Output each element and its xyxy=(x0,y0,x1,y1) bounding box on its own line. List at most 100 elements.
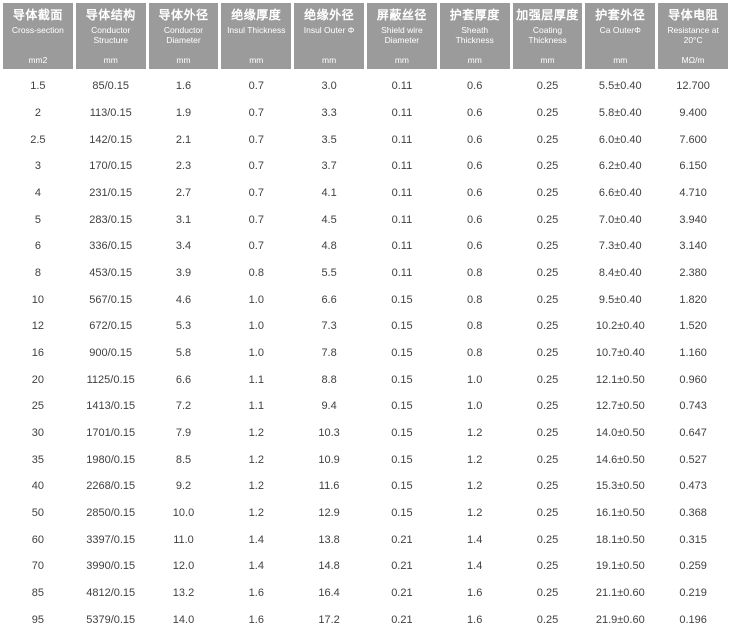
table-cell: 3.1 xyxy=(175,213,192,226)
table-cell: 7.8 xyxy=(321,347,337,360)
table-cell: 1.1 xyxy=(248,400,264,413)
table-cell: 1.6 xyxy=(175,80,192,93)
table-cell: 283/0.15 xyxy=(89,213,133,226)
table-cell: 21.9±0.60 xyxy=(595,613,645,626)
table-cell: 0.25 xyxy=(536,80,559,93)
table-cell: 1.2 xyxy=(248,507,264,520)
table-cell: 1.2 xyxy=(467,427,483,440)
table-cell: 900/0.15 xyxy=(89,347,133,360)
table-cell: 0.8 xyxy=(467,293,483,306)
table-cell: 17.2 xyxy=(318,613,340,626)
table-cell: 1980/0.15 xyxy=(86,453,136,466)
table-cell: 0.743 xyxy=(679,400,707,413)
table-cell: 70 xyxy=(31,560,45,573)
table-cell: 0.25 xyxy=(536,427,559,440)
table-cell: 0.7 xyxy=(248,213,264,226)
table-cell: 1.0 xyxy=(248,293,264,306)
table-cell: 0.15 xyxy=(391,347,413,360)
table-cell: 0.11 xyxy=(391,133,413,146)
table-cell: 0.25 xyxy=(536,587,559,600)
column-header-1: 导体截面 Cross-section mm2 xyxy=(3,3,73,69)
table-cell: 0.25 xyxy=(536,240,559,253)
table-cell: 14.0±0.50 xyxy=(595,427,645,440)
column-header-8: 加强层厚度 Coating Thickness mm xyxy=(512,3,583,69)
table-cell: 1125/0.15 xyxy=(86,373,135,386)
table-cell: 6.2±0.40 xyxy=(598,160,642,173)
table-cell: 142/0.15 xyxy=(89,133,133,146)
table-cell: 4.6 xyxy=(175,293,192,306)
column-unit: mm xyxy=(249,55,264,65)
table-cell: 5.8±0.40 xyxy=(598,107,642,119)
table-cell: 6.6 xyxy=(175,373,192,386)
table-cell: 0.15 xyxy=(391,373,413,386)
table-row: 50 2850/0.15 10.0 1.2 12.9 0.15 1.2 0.25 16.1±0.… xyxy=(3,500,728,527)
table-cell: 0.11 xyxy=(391,267,413,280)
table-cell: 1.0 xyxy=(248,320,264,333)
table-cell: 0.25 xyxy=(536,480,559,493)
column-title-zh: 护套外径 xyxy=(595,8,646,22)
column-title-zh: 导体结构 xyxy=(85,8,136,22)
table-cell: 0.6 xyxy=(467,80,483,93)
table-cell: 12.700 xyxy=(676,80,710,93)
table-cell: 0.15 xyxy=(391,320,413,333)
table-cell: 1.4 xyxy=(467,533,483,546)
column-header-7: 护套厚度 Sheath Thickness mm xyxy=(439,3,510,69)
column-subtitle-en: Cross-section xyxy=(11,25,64,35)
column-subtitle-en: Conductor Structure xyxy=(91,25,131,45)
table-cell: 3.3 xyxy=(321,107,337,119)
table-cell: 1.2 xyxy=(248,480,264,493)
column-header-4: 绝缘厚度 Insul Thickness mm xyxy=(221,3,292,69)
table-cell: 14.0 xyxy=(172,613,195,626)
table-cell: 0.25 xyxy=(536,560,559,573)
table-cell: 13.2 xyxy=(172,587,195,600)
column-header-10: 导体电阻 Resistance at 20°C MΩ/m xyxy=(658,3,728,69)
table-cell: 14.6±0.50 xyxy=(595,453,645,466)
table-body: 1.5 85/0.15 1.6 0.7 3.0 0.11 0.6 0.25 5.5±0.40 12… xyxy=(3,69,728,633)
table-cell: 16.1±0.50 xyxy=(595,507,645,520)
table-cell: 170/0.15 xyxy=(89,160,133,173)
table-cell: 9.5±0.40 xyxy=(598,293,642,306)
table-cell: 0.25 xyxy=(536,347,559,360)
table-row: 1.5 85/0.15 1.6 0.7 3.0 0.11 0.6 0.25 5.5±0.40 12… xyxy=(3,73,728,100)
table-cell: 0.315 xyxy=(679,533,707,546)
table-cell: 0.11 xyxy=(391,187,413,200)
table-cell: 7.600 xyxy=(679,133,707,146)
column-unit: mm xyxy=(103,55,118,65)
table-cell: 8.8 xyxy=(321,373,337,386)
table-row: 5 283/0.15 3.1 0.7 4.5 0.11 0.6 0.25 7.0±0.40 3.9… xyxy=(3,206,728,233)
table-cell: 20 xyxy=(31,373,45,386)
table-cell: 10.0 xyxy=(172,507,195,520)
table-cell: 231/0.15 xyxy=(89,187,133,200)
table-cell: 0.6 xyxy=(467,240,483,253)
table-cell: 1.0 xyxy=(248,347,264,360)
table-row: 25 1413/0.15 7.2 1.1 9.4 0.15 1.0 0.25 12.7±0.50… xyxy=(3,393,728,420)
table-cell: 19.1±0.50 xyxy=(595,560,645,573)
table-cell: 0.196 xyxy=(679,613,707,626)
table-cell: 1701/0.15 xyxy=(86,427,136,440)
column-unit: mm xyxy=(394,55,409,65)
table-cell: 113/0.15 xyxy=(89,107,132,119)
table-cell: 1.1 xyxy=(248,373,264,386)
table-cell: 0.527 xyxy=(679,453,707,466)
column-title-zh: 导体截面 xyxy=(12,8,63,22)
table-cell: 10.2±0.40 xyxy=(595,320,645,333)
table-cell: 0.7 xyxy=(248,80,264,93)
table-cell: 5.8 xyxy=(175,347,192,360)
column-header-6: 屏蔽丝径 Shield wire Diameter mm xyxy=(367,3,437,69)
table-row: 2.5 142/0.15 2.1 0.7 3.5 0.11 0.6 0.25 6.0±0.40 7… xyxy=(3,126,728,153)
column-title-zh: 屏蔽丝径 xyxy=(376,8,427,22)
table-cell: 0.21 xyxy=(391,533,413,546)
table-cell: 0.6 xyxy=(467,213,483,226)
table-cell: 2.380 xyxy=(679,267,707,280)
table-cell: 0.25 xyxy=(536,613,559,626)
table-header-row: 导体截面 Cross-section mm2 导体结构 Conductor Struct… xyxy=(3,3,728,69)
table-cell: 2.1 xyxy=(175,133,192,146)
table-cell: 3990/0.15 xyxy=(86,560,136,573)
column-subtitle-en: Ca OuterΦ xyxy=(599,25,641,35)
column-unit: mm2 xyxy=(28,55,48,65)
table-cell: 4.8 xyxy=(321,240,337,253)
table-cell: 7.3 xyxy=(321,320,337,333)
column-title-zh: 护套厚度 xyxy=(449,8,500,22)
table-cell: 5.5±0.40 xyxy=(598,80,642,93)
table-cell: 1.820 xyxy=(679,293,707,306)
